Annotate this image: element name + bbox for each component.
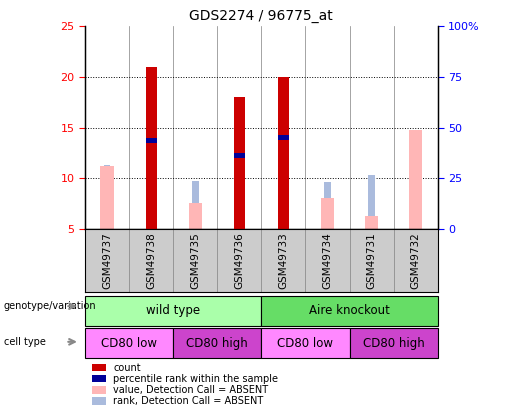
Bar: [92, 375, 106, 382]
Text: GSM49735: GSM49735: [190, 232, 200, 289]
Bar: [85, 328, 173, 358]
Text: CD80 high: CD80 high: [363, 337, 424, 350]
Bar: [368, 175, 375, 229]
Bar: [409, 130, 422, 229]
Bar: [261, 328, 350, 358]
Text: rank, Detection Call = ABSENT: rank, Detection Call = ABSENT: [113, 396, 264, 405]
Bar: [188, 202, 202, 229]
Bar: [261, 296, 438, 326]
Text: CD80 low: CD80 low: [278, 337, 333, 350]
Bar: [192, 181, 198, 229]
Text: CD80 high: CD80 high: [186, 337, 248, 350]
Bar: [146, 67, 157, 229]
Bar: [365, 215, 378, 229]
Bar: [92, 397, 106, 405]
Bar: [104, 165, 110, 229]
Text: CD80 low: CD80 low: [101, 337, 157, 350]
Text: value, Detection Call = ABSENT: value, Detection Call = ABSENT: [113, 385, 268, 395]
Bar: [146, 138, 157, 143]
Text: GSM49736: GSM49736: [234, 232, 244, 289]
Text: GSM49732: GSM49732: [410, 232, 421, 289]
Bar: [234, 153, 245, 158]
Title: GDS2274 / 96775_at: GDS2274 / 96775_at: [190, 9, 333, 23]
Bar: [278, 134, 289, 140]
Bar: [413, 160, 419, 229]
Text: wild type: wild type: [146, 304, 200, 318]
Bar: [234, 97, 245, 229]
Text: cell type: cell type: [4, 337, 46, 347]
Bar: [324, 182, 331, 229]
Text: GSM49734: GSM49734: [322, 232, 333, 289]
Bar: [173, 328, 261, 358]
Text: percentile rank within the sample: percentile rank within the sample: [113, 374, 278, 384]
Bar: [321, 198, 334, 229]
Bar: [278, 77, 289, 229]
Text: count: count: [113, 362, 141, 373]
Bar: [85, 296, 261, 326]
Text: GSM49737: GSM49737: [102, 232, 112, 289]
Bar: [100, 166, 114, 229]
Bar: [92, 386, 106, 394]
Text: genotype/variation: genotype/variation: [4, 301, 97, 311]
Text: GSM49731: GSM49731: [367, 232, 376, 289]
Text: Aire knockout: Aire knockout: [309, 304, 390, 318]
Text: GSM49738: GSM49738: [146, 232, 156, 289]
Text: GSM49733: GSM49733: [279, 232, 288, 289]
Bar: [92, 364, 106, 371]
Bar: [350, 328, 438, 358]
